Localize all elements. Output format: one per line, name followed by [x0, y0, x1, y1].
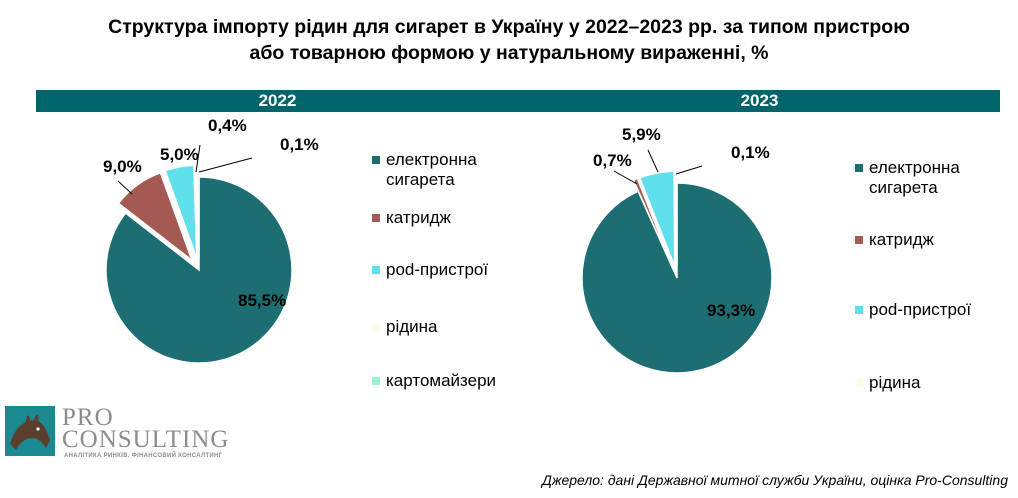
logo-pro-text: PRO [62, 404, 114, 431]
legend-swatch [855, 306, 863, 314]
legend-label: електронна сигарета [386, 150, 477, 189]
legend-swatch [855, 236, 863, 244]
chart-title-line-2: або товарною формою у натуральному вираж… [249, 42, 769, 64]
pie-2023-leader-рідина [675, 165, 703, 175]
pie-2023-label-катридж: 0,7% [593, 151, 632, 170]
pie-2023-slice-катридж [632, 177, 674, 268]
legend-label: рідина [869, 373, 921, 392]
legend-label: електронна сигарета [869, 158, 960, 197]
legend-swatch [372, 377, 380, 385]
legend-swatch [855, 164, 863, 172]
chart-title-line-1: Структура імпорту рідин для сигарет в Ук… [108, 16, 910, 38]
pie-2022-leader-катридж [117, 180, 133, 195]
pie-2022-slice-електронна-сигарета [105, 176, 293, 364]
pie-2023-slice-електронна-сигарета [581, 182, 773, 374]
legend-label: pod-пристрої [386, 260, 489, 279]
pie-2022-label-pod-пристрої: 5,0% [160, 145, 199, 164]
pie-2022-leader-картомайзери [198, 157, 253, 173]
legend-swatch [372, 266, 380, 274]
pie-2023-slice-pod-пристрої [638, 170, 676, 267]
pie-2022-slice-pod-пристрої [164, 164, 198, 259]
pie-2023-leader-катридж [613, 170, 638, 185]
legend-swatch [372, 214, 380, 222]
source-note: Джерело: дані Державної митної служби Ук… [541, 472, 1008, 488]
pro-consulting-logo: PRO CONSULTING АНАЛІТИКА РИНКІВ. ФІНАНСО… [4, 404, 254, 460]
legend-swatch [855, 379, 863, 387]
pie-2022-label-катридж: 9,0% [103, 157, 142, 176]
pie-2023-leader-pod-пристрої [647, 149, 659, 173]
pie-2022-slice-картомайзери [197, 164, 200, 259]
logo-consulting-text: CONSULTING [62, 426, 230, 453]
pie-2022-leader-рідина [195, 144, 201, 173]
legend-2023: електронна сигарета катридж pod-пристрої рі… [855, 158, 1005, 398]
chart-title: Структура імпорту рідин для сигарет в Ук… [0, 14, 1018, 66]
pie-2022-label-електронна-сигарета: 85,5% [238, 291, 286, 310]
pie-2023-slice-рідина [675, 170, 678, 267]
pie-2022-label-картомайзери: 0,1% [280, 135, 319, 154]
logo-emblem-icon [5, 406, 55, 456]
pie-2022-label-рідина: 0,4% [208, 116, 247, 135]
legend-label: картомайзери [386, 371, 497, 390]
legend-swatch [372, 156, 380, 164]
legend-2022: електронна сигарета катридж pod-пристрої рі… [372, 150, 522, 390]
legend-label: катридж [386, 208, 451, 227]
pie-2023-header: 2023 [519, 90, 1000, 112]
pie-2022-header: 2022 [36, 90, 519, 112]
legend-label: катридж [869, 230, 934, 249]
pie-2023-label-рідина: 0,1% [731, 143, 770, 162]
legend-swatch [372, 323, 380, 331]
pie-2022-slice-катридж [117, 171, 194, 263]
legend-label: pod-пристрої [869, 300, 972, 319]
legend-label: рідина [386, 317, 438, 336]
pie-2023-label-pod-пристрої: 5,9% [622, 125, 661, 144]
logo-tagline: АНАЛІТИКА РИНКІВ. ФІНАНСОВИЙ КОНСАЛТИНГ [64, 453, 223, 459]
pie-2023-label-електронна-сигарета: 93,3% [707, 301, 755, 320]
